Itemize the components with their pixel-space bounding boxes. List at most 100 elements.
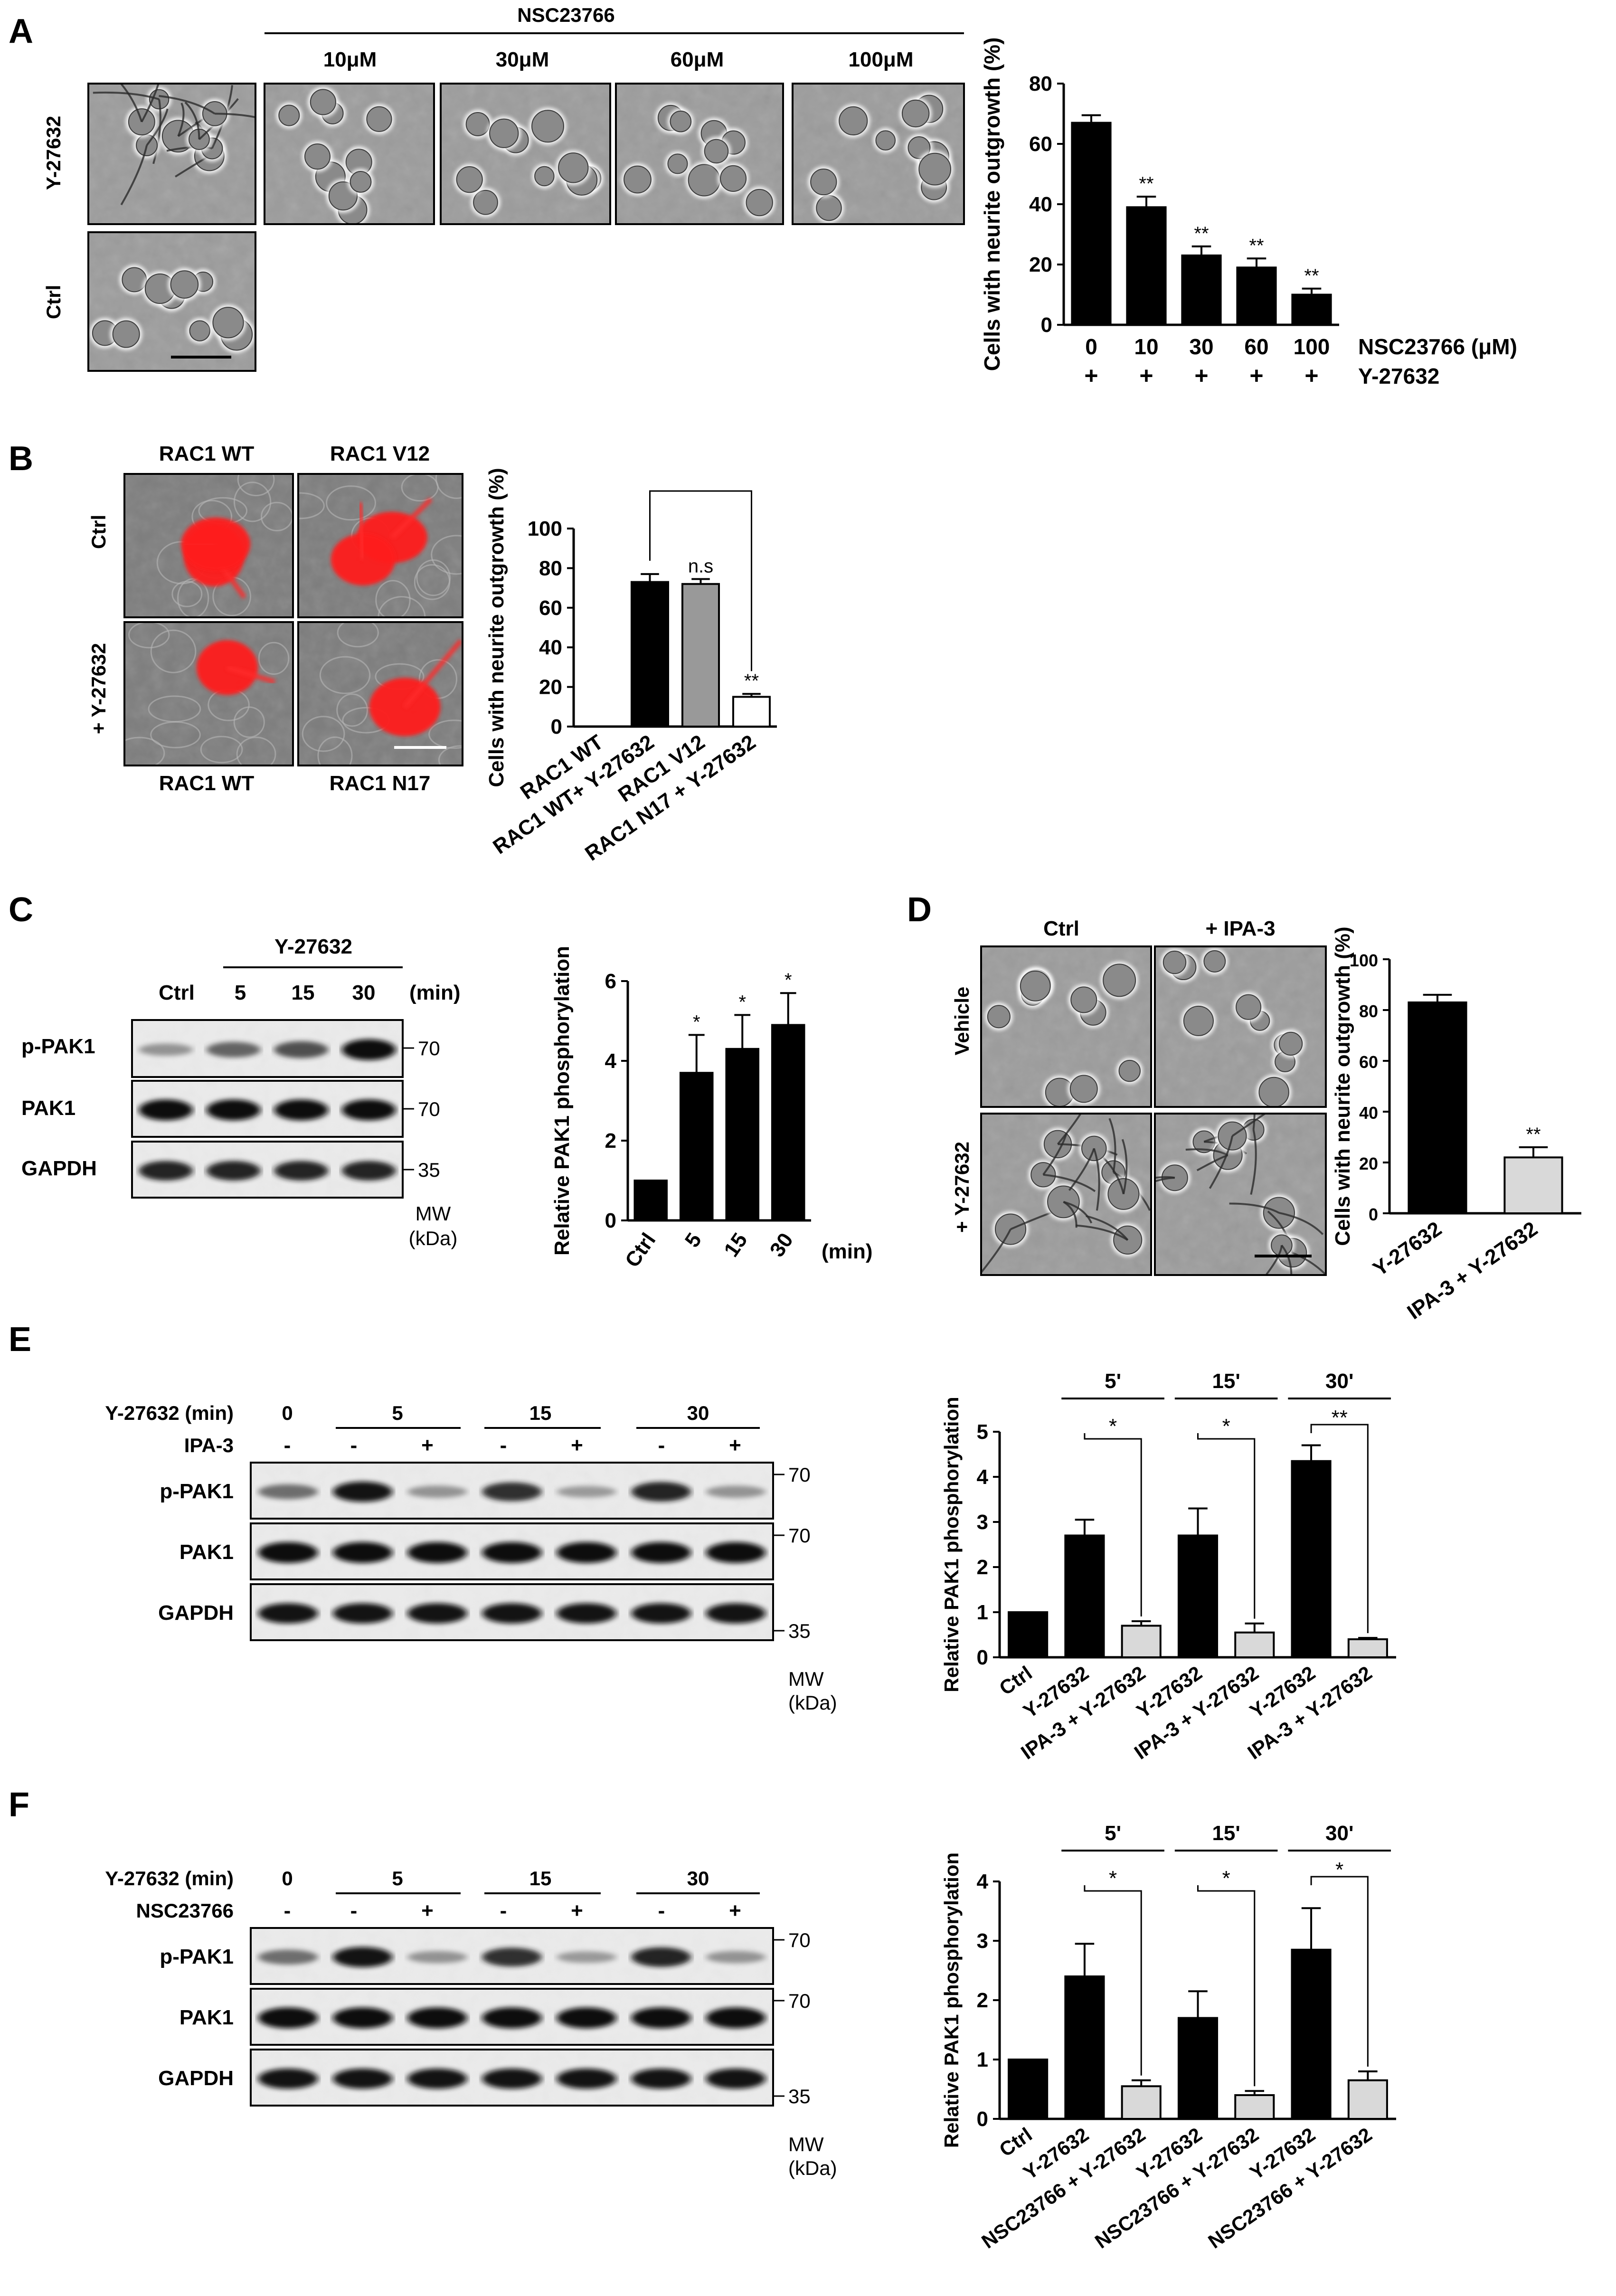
treatment-sign: - [500,1434,507,1457]
micrograph-frame [87,231,256,372]
bar [1347,2079,1388,2120]
x-tick-label: 5 [680,1229,706,1252]
blot-band [482,1482,542,1502]
cell-body [531,110,564,143]
micrograph-content [981,946,1151,1107]
cell-body [212,307,244,339]
micrograph-d-y27632-ipa3 [1154,1113,1327,1276]
panel-c: C Y-27632 Ctrl 5 15 30 (min) p-PAK1 PAK1… [9,891,461,1249]
cell-outline [150,629,197,673]
lane-label: Ctrl [159,981,195,1004]
cell-outline [428,719,463,749]
mw-value: 70 [788,1990,811,2012]
micrograph-content [793,84,964,224]
panel-letter-b: B [9,440,33,478]
mw-value: 70 [418,1098,440,1120]
cell-outline [200,736,243,764]
mw-value: 35 [788,2085,811,2107]
panel-d: D Ctrl + IPA-3 Vehicle + Y-27632 [907,891,1327,1276]
blot-band [139,1043,193,1056]
x-tick-label: Ctrl [995,1662,1036,1700]
cell-outline [337,622,379,648]
x-tick-label: Ctrl [621,1229,661,1272]
cell-body [558,152,589,183]
comparison-bracket [1197,1885,1256,2087]
blot-band [258,1542,318,1563]
blot-band [206,1042,261,1058]
blot-band [482,1542,542,1563]
x-row-label: NSC23766 (μM) [1358,334,1517,359]
bar [1008,2059,1049,2120]
micrograph-texture [88,84,255,224]
cell-body [875,130,896,151]
neurite [1043,1173,1096,1192]
blot-band [706,1603,766,1624]
time-value: 0 [282,1402,293,1424]
band-label: p-PAK1 [160,1945,234,1968]
fluorescent-neurite [403,639,463,709]
neurite [177,103,185,137]
time-value: 30 [687,1402,709,1424]
cell-body [901,99,930,128]
bar [633,1180,668,1221]
blot-strip [250,1988,774,2046]
bar [771,1024,805,1221]
cell-body [839,106,868,136]
blot-band [631,2069,691,2089]
row-label: Vehicle [951,987,973,1056]
significance-label: n.s [688,556,713,576]
band-label: GAPDH [21,1157,97,1180]
treatment-sign: - [658,1434,665,1457]
panel-letter-f: F [9,1786,29,1824]
neurite [141,84,160,123]
y-tick-label: 20 [1359,1154,1378,1173]
fluor-b-v12-ctrl [297,473,463,618]
cell-body [1162,950,1187,974]
band-label: p-PAK1 [160,1480,234,1503]
blot-band [274,1161,329,1181]
cell-outline [438,745,463,765]
time-value: 5 [392,1402,403,1424]
conc-label: 60μM [671,48,724,71]
micrograph-frame [440,83,611,225]
bar [1408,1001,1467,1214]
cell-body [667,153,688,174]
micrograph-a-y27632 [87,83,256,225]
neurite [184,101,200,140]
y-tick-label: 3 [977,1511,988,1534]
cell-outline [233,482,272,522]
neurite [1075,1224,1128,1241]
time-value: 15 [529,1867,552,1890]
band-label: PAK1 [180,1540,234,1564]
cell-body [278,104,300,126]
blot-c-ppak1 [131,1019,404,1078]
significance-label: * [784,970,792,991]
panel-e: E Y-27632 (min) 0 5 15 30 IPA-3 - - + - + - + p-PAK1 70… [9,1321,837,1714]
mw-label: (kDa) [788,2157,837,2179]
micrograph-d-vehicle-ctrl [980,945,1152,1108]
micrograph-frame [1154,945,1327,1108]
x-tick-label: 0 [1085,334,1097,359]
blot-band [258,2007,318,2029]
bar [1503,1156,1563,1215]
micrograph-frame [123,621,294,766]
y-tick-label: 0 [605,1209,616,1232]
blot-band [332,1542,393,1563]
treatment-sign: + [421,1899,434,1922]
cell-outline [375,580,411,617]
mw-value: 70 [788,1464,811,1486]
time-value: 15 [529,1402,552,1424]
y-axis-label: Relative PAK1 phosphorylation [940,1397,963,1692]
neurite [1086,1215,1129,1241]
cell-body [704,139,729,164]
y-tick-label: 100 [528,517,562,540]
blot-strip [250,2049,774,2107]
bar [1347,1638,1388,1658]
cell-body [720,165,747,192]
micrograph-frame [792,83,965,225]
micrograph-frame [87,83,256,225]
y-tick-label: 60 [1029,132,1052,156]
group-label: 30' [1325,1370,1353,1393]
x-row2-label: + [1249,362,1263,389]
